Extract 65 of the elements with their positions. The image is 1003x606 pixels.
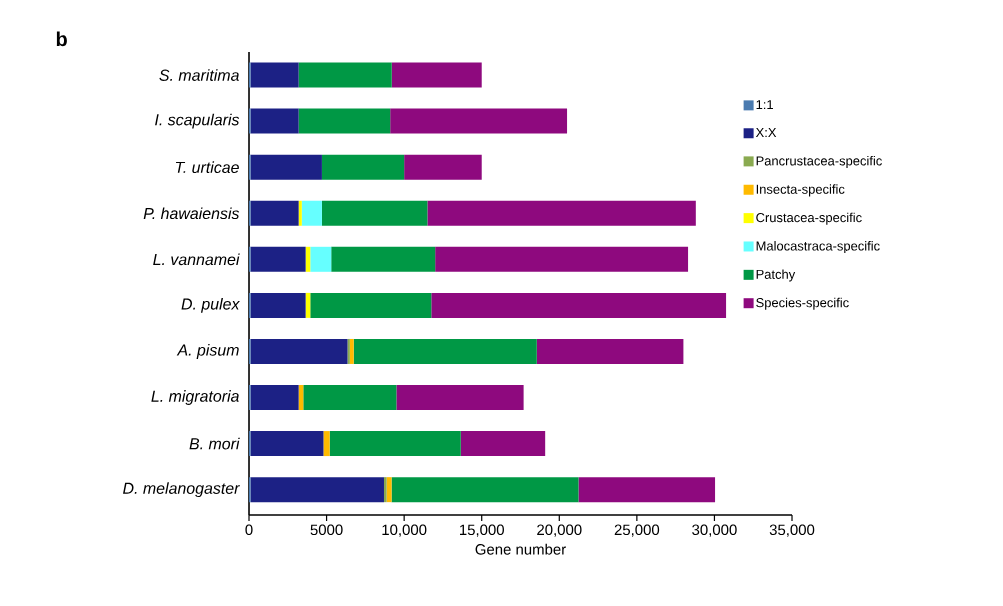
legend-label: Insecta-specific (756, 184, 845, 197)
bar (329, 431, 461, 457)
x-tick-label: 25,000 (614, 524, 660, 537)
bar (250, 154, 322, 180)
bar (321, 154, 405, 180)
x-tick-label: 30,000 (692, 524, 737, 537)
x-axis-title: Gene number (475, 543, 566, 555)
legend-label: Patchy (756, 269, 796, 282)
bar (383, 477, 387, 503)
bar (323, 431, 330, 457)
bar (298, 200, 302, 226)
bar (353, 338, 537, 364)
legend-label: Species-specific (756, 297, 849, 310)
bar (250, 62, 299, 88)
bar (250, 108, 299, 134)
bar (250, 338, 348, 364)
bar (460, 431, 546, 457)
bar (404, 154, 482, 180)
bar (298, 62, 392, 88)
bar (391, 477, 579, 503)
bar (250, 385, 299, 411)
bar (250, 292, 306, 318)
legend-label: Crustacea-specific (756, 212, 862, 225)
bar (310, 246, 332, 272)
y-tick-label: P. hawaiensis (143, 207, 240, 220)
bar (310, 292, 432, 318)
bar (303, 385, 397, 411)
bar (578, 477, 716, 503)
bar (331, 246, 436, 272)
bar (250, 431, 324, 457)
bar (298, 108, 391, 134)
bar (431, 292, 727, 318)
x-tick-label: 35,000 (769, 524, 815, 537)
y-tick-label: T. urticae (175, 161, 239, 174)
bar (536, 338, 684, 364)
bar (301, 200, 322, 226)
bar (427, 200, 696, 226)
x-tick-label: 15,000 (460, 524, 504, 537)
bar (321, 200, 428, 226)
bar (349, 338, 354, 364)
bar (250, 477, 384, 503)
bar (435, 246, 689, 272)
text: b (56, 31, 67, 47)
y-tick-label: D. melanogaster (123, 482, 240, 498)
legend-label: X:X (755, 128, 777, 137)
y-tick-label: S. maritima (159, 69, 239, 81)
bar (396, 385, 524, 411)
legend-label: Pancrustacea-specific (756, 155, 882, 169)
legend-label: 1:1 (756, 100, 773, 110)
x-tick-label: 5000 (310, 524, 343, 536)
bar (386, 477, 392, 503)
bar (250, 246, 306, 272)
x-tick-label: 0 (245, 524, 253, 536)
bar (391, 62, 482, 88)
y-tick-label: I. scapularis (155, 113, 240, 129)
y-tick-label: A. pisum (176, 344, 239, 359)
legend-label: Malocastraca-specific (756, 241, 880, 254)
x-tick-label: 20,000 (537, 524, 582, 537)
y-tick-label: L. migratoria (151, 390, 239, 405)
bar (250, 200, 299, 226)
y-tick-label: B. mori (189, 437, 240, 450)
bar (390, 108, 568, 134)
y-tick-label: L. vannamei (153, 253, 240, 266)
y-tick-label: D. pulex (181, 297, 240, 313)
x-tick-label: 10,000 (382, 524, 427, 537)
